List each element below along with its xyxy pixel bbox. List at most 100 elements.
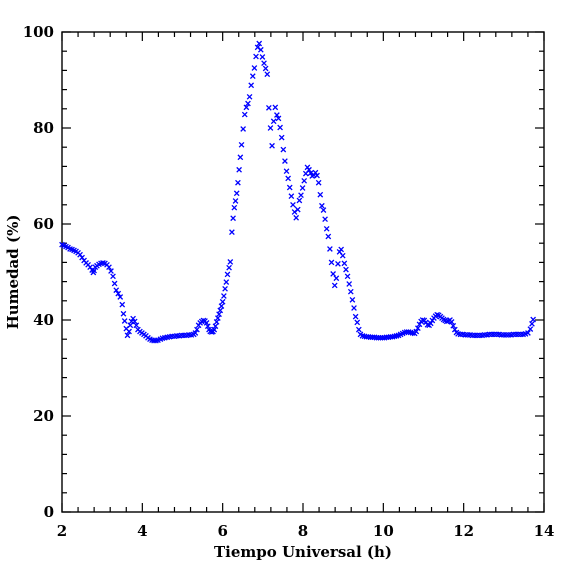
data-point [278, 134, 285, 141]
data-point [245, 100, 251, 107]
data-point [450, 322, 457, 329]
data-markers [59, 40, 537, 344]
data-point [333, 275, 340, 282]
data-point [343, 266, 349, 273]
data-point [331, 282, 338, 289]
data-point [238, 141, 245, 148]
data-point [288, 193, 295, 200]
data-point [296, 197, 303, 204]
data-point [325, 233, 332, 240]
data-point [106, 264, 112, 271]
data-point [315, 179, 322, 186]
data-point [229, 229, 235, 236]
data-point [427, 320, 434, 327]
x-tick-label: 12 [453, 522, 474, 540]
data-point [327, 246, 333, 252]
x-tick-label: 6 [217, 522, 227, 540]
y-axis-label: Humedad (%) [4, 215, 22, 330]
data-point [91, 267, 97, 274]
data-point [344, 273, 351, 280]
data-point [124, 332, 131, 339]
data-point [443, 318, 450, 325]
data-point [219, 298, 226, 305]
data-point [306, 166, 312, 173]
data-point [298, 192, 304, 199]
data-point [233, 190, 240, 197]
data-point [231, 204, 238, 211]
data-point [530, 316, 537, 323]
data-point [126, 328, 132, 335]
data-point [127, 322, 134, 329]
data-point [527, 326, 534, 332]
data-point [270, 118, 277, 125]
x-tick-label: 4 [137, 522, 147, 540]
data-point [529, 320, 535, 327]
x-tick-label: 8 [298, 522, 308, 540]
y-tick-label: 60 [33, 215, 54, 233]
data-point [283, 168, 290, 175]
data-point [328, 259, 335, 266]
data-point [113, 287, 120, 294]
data-point [285, 175, 291, 182]
data-point [248, 82, 255, 89]
data-point [301, 177, 308, 184]
data-point [133, 322, 140, 329]
data-point [330, 271, 336, 277]
data-point [352, 313, 359, 320]
data-point [349, 296, 356, 303]
data-point [227, 259, 234, 265]
data-point [249, 73, 256, 80]
data-point [243, 104, 250, 111]
data-point [240, 126, 247, 132]
data-point [274, 112, 280, 118]
data-point [262, 65, 269, 72]
data-point [275, 115, 282, 122]
data-point [108, 268, 114, 274]
data-point [265, 104, 272, 111]
data-point [214, 315, 221, 321]
y-tick-label: 100 [23, 23, 54, 41]
data-point [294, 206, 301, 213]
axis-tick-labels: 2 4 6 8 10 12 14 0 20 40 60 80 100 [23, 23, 555, 540]
data-point [221, 293, 227, 299]
data-point [351, 305, 357, 311]
data-point [322, 216, 328, 223]
data-point [232, 198, 239, 204]
data-point [213, 319, 220, 325]
data-point [216, 311, 222, 318]
data-point [354, 319, 361, 326]
x-tick-label: 2 [57, 522, 67, 540]
data-point [267, 125, 274, 131]
data-point [434, 311, 441, 318]
data-point [415, 325, 421, 332]
data-point [203, 320, 210, 326]
data-point [307, 170, 314, 176]
data-point [312, 169, 319, 176]
data-point [341, 260, 348, 267]
x-tick-label: 14 [534, 522, 555, 540]
data-point [110, 273, 116, 280]
data-point [282, 158, 288, 164]
data-point [120, 310, 127, 317]
data-point [241, 111, 248, 118]
x-axis-label: Tiempo Universal (h) [214, 543, 392, 561]
data-point [253, 53, 259, 60]
data-point [256, 40, 263, 47]
data-point [236, 166, 242, 173]
data-point [355, 326, 362, 333]
data-point [338, 246, 345, 253]
data-point [224, 271, 231, 278]
y-tick-label: 80 [33, 119, 54, 137]
data-point [448, 319, 455, 325]
data-point [251, 65, 258, 71]
data-point [130, 315, 136, 322]
data-point [119, 301, 126, 308]
data-point [235, 179, 241, 186]
data-point [204, 323, 211, 330]
data-point [413, 328, 420, 335]
data-point [121, 318, 128, 324]
data-point [218, 303, 225, 309]
axis-ticks [61, 31, 545, 513]
data-point [277, 124, 283, 131]
